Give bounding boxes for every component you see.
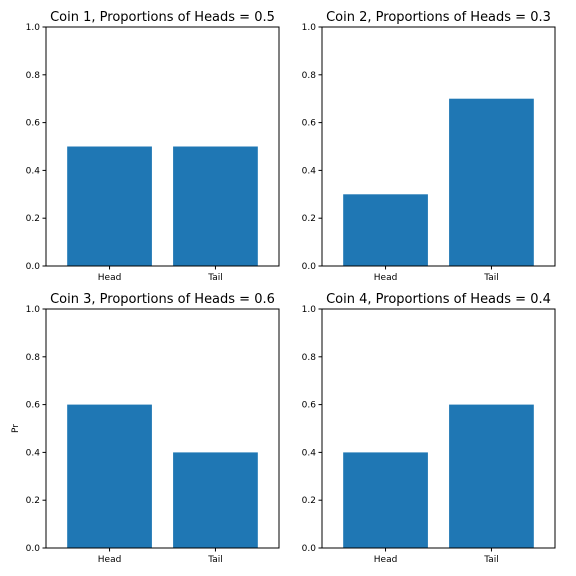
subplot-1-y-axis: 0.0 0.2 0.4 0.6 0.8 1.0	[26, 23, 46, 272]
subplot-2-x-axis: Head Tail	[374, 266, 499, 283]
subplot-1-y-tick-label: 0.6	[26, 119, 41, 129]
subplot-1-bars	[67, 146, 258, 266]
subplot-1-title: Coin 1, Proportions of Heads = 0.5	[50, 10, 275, 25]
subplot-3-y-tick-label: 1.0	[26, 305, 41, 315]
subplot-4-y-tick-label: 0.8	[302, 353, 317, 363]
subplot-3-y-tick-label: 0.2	[26, 496, 40, 506]
subplot-2-bar-head	[343, 194, 428, 266]
subplot-2-x-tick-label: Tail	[483, 273, 499, 283]
subplot-1-axes-frame	[45, 26, 280, 267]
subplot-3-x-axis: Head Tail	[98, 548, 223, 565]
subplot-4-x-tick-label: Tail	[483, 555, 499, 565]
subplot-1-x-tick-label: Head	[98, 273, 122, 283]
subplot-4-y-tick-label: 0.0	[302, 544, 317, 554]
subplot-4-axes-frame	[321, 308, 556, 549]
subplot-4: Coin 4, Proportions of Heads = 0.4 0.00.…	[302, 292, 556, 565]
subplot-4-y-tick-label: 0.2	[302, 496, 316, 506]
subplot-4-bar-tail	[449, 404, 534, 548]
subplot-1-bar-tail	[173, 146, 258, 266]
subplot-2-y-tick-label: 0.0	[302, 262, 317, 272]
subplot-3-y-axis: 0.0 0.2 0.4 0.6 0.8 1.0	[26, 305, 46, 554]
subplot-4-y-tick-label: 1.0	[302, 305, 317, 315]
subplot-4-y-axis: 0.0 0.2 0.4 0.6 0.8 1.0	[302, 305, 322, 554]
subplot-4-x-axis: Head Tail	[374, 548, 499, 565]
subplot-1-bar-head	[67, 146, 152, 266]
subplot-1-y-tick-label: 1.0	[26, 23, 41, 33]
subplot-3-title: Coin 3, Proportions of Heads = 0.6	[50, 292, 275, 307]
subplot-2-x-tick-label: Head	[374, 273, 398, 283]
subplot-2-axes-frame	[321, 26, 556, 267]
subplot-1-x-tick-label: Tail	[207, 273, 223, 283]
subplot-3-y-tick-label: 0.4	[26, 448, 41, 458]
subplot-3-bars	[67, 404, 258, 548]
subplot-2-y-tick-label: 0.6	[302, 119, 317, 129]
subplot-3-axes-frame	[45, 308, 280, 549]
subplot-2-y-tick-label: 0.4	[302, 166, 317, 176]
subplot-3-y-axis-label: Pr	[11, 424, 21, 433]
subplot-2-title: Coin 2, Proportions of Heads = 0.3	[326, 10, 551, 25]
subplot-3-y-tick-label: 0.6	[26, 401, 41, 411]
subplot-2: Coin 2, Proportions of Heads = 0.3 0.00.…	[302, 10, 556, 283]
subplot-1-y-tick-label: 0.8	[26, 71, 41, 81]
subplot-3: Coin 3, Proportions of Heads = 0.6 Pr 0.…	[11, 292, 280, 565]
subplot-4-bars	[343, 404, 534, 548]
subplot-3-bar-head	[67, 404, 152, 548]
subplot-4-bar-head	[343, 452, 428, 548]
subplot-1-y-tick-label: 0.2	[26, 214, 40, 224]
subplot-2-bar-tail	[449, 98, 534, 266]
subplot-1-x-axis: Head Tail	[98, 266, 223, 283]
subplot-1-y-tick-label: 0.0	[26, 262, 41, 272]
subplot-3-x-tick-label: Head	[98, 555, 122, 565]
subplot-3-x-tick-label: Tail	[207, 555, 223, 565]
subplot-1-y-tick-label: 0.4	[26, 166, 41, 176]
subplot-3-bar-tail	[173, 452, 258, 548]
subplot-4-y-tick-label: 0.4	[302, 448, 317, 458]
subplot-2-y-tick-label: 1.0	[302, 23, 317, 33]
subplot-2-bars	[343, 98, 534, 266]
subplot-2-y-tick-label: 0.2	[302, 214, 316, 224]
subplot-3-y-tick-label: 0.8	[26, 353, 41, 363]
subplot-1: Coin 1, Proportions of Heads = 0.5 0.00.…	[26, 10, 280, 283]
subplot-2-y-tick-label: 0.8	[302, 71, 317, 81]
subplot-4-y-tick-label: 0.6	[302, 401, 317, 411]
subplot-2-y-axis: 0.0 0.2 0.4 0.6 0.8 1.0	[302, 23, 322, 272]
subplot-4-x-tick-label: Head	[374, 555, 398, 565]
subplot-4-title: Coin 4, Proportions of Heads = 0.4	[326, 292, 551, 307]
subplot-3-y-tick-label: 0.0	[26, 544, 41, 554]
